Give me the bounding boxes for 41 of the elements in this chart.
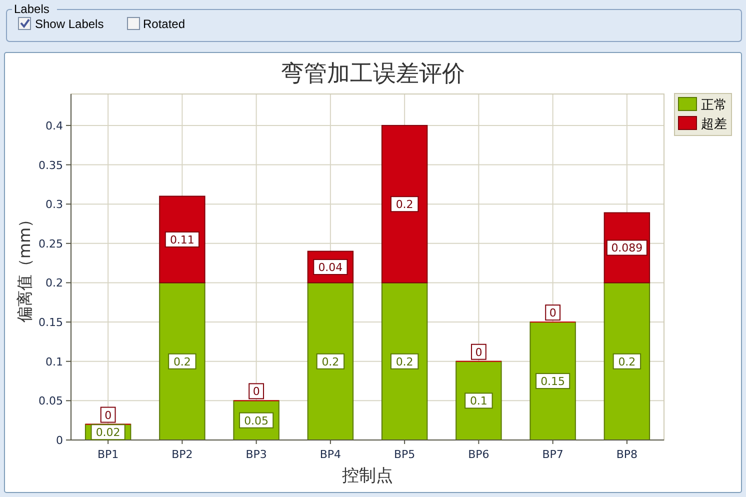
data-label: 0.02 — [96, 426, 120, 440]
y-tick-label: 0.15 — [38, 316, 63, 330]
data-label: 0.2 — [322, 355, 340, 368]
x-tick-label: BP6 — [468, 448, 490, 461]
x-tick-label: BP1 — [97, 448, 119, 461]
x-tick-label: BP5 — [394, 448, 416, 461]
x-tick-label: BP2 — [172, 448, 193, 461]
data-label: 0.1 — [470, 394, 488, 408]
text: Rotated — [143, 17, 186, 31]
legend-label: 正常 — [701, 98, 727, 113]
y-tick-label: 0.25 — [38, 237, 63, 250]
data-label: 0.2 — [173, 355, 191, 368]
y-tick-label: 0.35 — [38, 158, 63, 172]
y-tick-label: 0.3 — [46, 198, 63, 212]
data-label: 0 — [104, 408, 112, 422]
chart-title: 弯管加工误差评价 — [281, 61, 465, 87]
x-tick-label: BP7 — [542, 448, 564, 461]
y-tick-label: 0.2 — [46, 276, 63, 290]
y-tick-label: 0.4 — [46, 119, 63, 132]
data-label: 0.2 — [618, 355, 636, 368]
data-label: 0.15 — [540, 375, 566, 388]
text: Labels — [14, 2, 50, 16]
data-label: 0.04 — [318, 261, 343, 274]
x-tick-label: BP3 — [246, 448, 267, 461]
data-label: 0.11 — [170, 233, 194, 246]
x-axis-title: 控制点 — [342, 466, 393, 486]
data-label: 0.2 — [396, 355, 414, 368]
y-tick-label: 0.05 — [38, 394, 63, 408]
y-axis-title: 偏离值（mm） — [15, 211, 34, 323]
data-label: 0.05 — [244, 414, 269, 428]
y-tick-label: 0.1 — [46, 355, 63, 368]
data-label: 0 — [475, 346, 482, 359]
data-label: 0 — [252, 385, 260, 398]
x-tick-label: BP4 — [320, 448, 342, 461]
legend-label: 超差 — [701, 117, 727, 132]
x-tick-label: BP8 — [616, 448, 638, 461]
data-label: 0 — [549, 306, 556, 320]
data-label: 0.2 — [396, 198, 414, 212]
data-label: 0.089 — [611, 242, 643, 255]
text: Show Labels — [35, 17, 104, 31]
y-tick-label: 0 — [56, 434, 63, 447]
